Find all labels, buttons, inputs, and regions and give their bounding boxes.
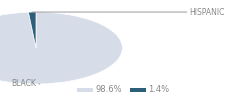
Wedge shape [0,12,122,84]
Text: BLACK: BLACK [11,80,40,88]
Text: HISPANIC: HISPANIC [32,8,225,16]
FancyBboxPatch shape [130,88,146,92]
Text: 98.6%: 98.6% [96,86,122,94]
Text: 1.4%: 1.4% [148,86,169,94]
FancyBboxPatch shape [77,88,93,92]
Wedge shape [28,12,36,48]
